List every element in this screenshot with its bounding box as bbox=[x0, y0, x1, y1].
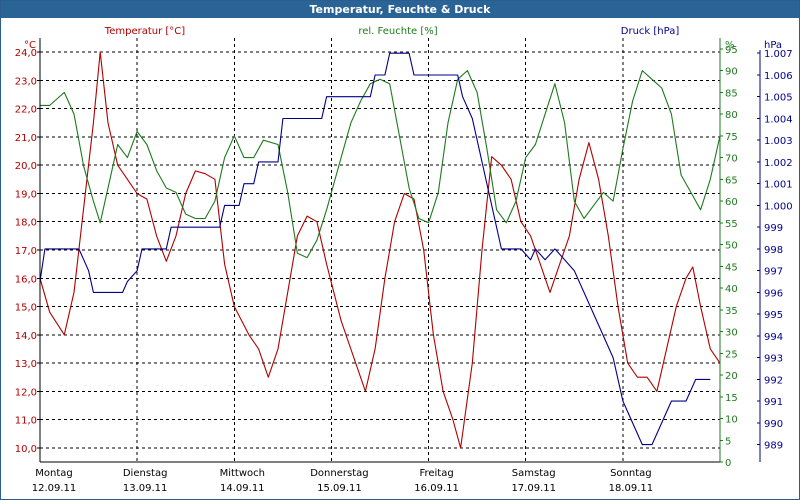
pressure-tick-label: 989 bbox=[764, 441, 783, 452]
pressure-tick-label: 1.004 bbox=[764, 114, 793, 125]
humidity-tick-label: 65 bbox=[725, 175, 738, 186]
humidity-tick-label: 15 bbox=[725, 393, 738, 404]
humidity-tick-label: 10 bbox=[725, 415, 738, 426]
x-day-label: Donnerstag bbox=[310, 468, 368, 479]
humidity-tick-label: 70 bbox=[725, 154, 738, 165]
temp-series-line bbox=[39, 51, 721, 449]
temp-tick-label: 20,0 bbox=[15, 161, 37, 172]
x-day-label: Freitag bbox=[419, 468, 453, 479]
pressure-tick-label: 999 bbox=[764, 223, 783, 234]
humidity-tick-label: 30 bbox=[725, 328, 738, 339]
press-series-line bbox=[39, 52, 711, 446]
grid-lines bbox=[40, 38, 720, 462]
pressure-tick-label: 990 bbox=[764, 419, 783, 430]
pressure-tick-label: 1.003 bbox=[764, 136, 793, 147]
humidity-tick-label: 60 bbox=[725, 197, 738, 208]
temp-tick-label: 17,0 bbox=[15, 246, 37, 257]
pressure-unit-label: hPa bbox=[764, 40, 782, 51]
pressure-tick-label: 1.007 bbox=[764, 49, 793, 60]
temp-tick-label: 23,0 bbox=[15, 76, 37, 87]
temp-tick-label: 21,0 bbox=[15, 133, 37, 144]
humidity-tick-label: 75 bbox=[725, 132, 738, 143]
x-date-label: 13.09.11 bbox=[123, 483, 168, 494]
pressure-tick-label: 994 bbox=[764, 332, 783, 343]
humidity-tick-label: 85 bbox=[725, 88, 738, 99]
pressure-tick-label: 1.000 bbox=[764, 201, 793, 212]
x-date-label: 15.09.11 bbox=[317, 483, 362, 494]
temp-tick-label: 18,0 bbox=[15, 218, 37, 229]
humidity-tick-label: 80 bbox=[725, 110, 738, 121]
x-date-label: 17.09.11 bbox=[511, 483, 556, 494]
temp-tick-label: 10,0 bbox=[15, 444, 37, 455]
labels: 10,0 11,0 12,0 13,0 14,0 15,0 16,0 17,0 18,0 19,0… bbox=[15, 26, 793, 494]
x-day-label: Mittwoch bbox=[220, 468, 265, 479]
pressure-tick-label: 996 bbox=[764, 288, 783, 299]
temp-tick-label: 13,0 bbox=[15, 359, 37, 370]
x-day-label: Montag bbox=[35, 468, 72, 479]
pressure-tick-label: 1.005 bbox=[764, 93, 793, 104]
humidity-series-title: rel. Feuchte [%] bbox=[358, 26, 437, 37]
x-date-label: 14.09.11 bbox=[220, 483, 265, 494]
x-date-label: 16.09.11 bbox=[414, 483, 459, 494]
humidity-tick-label: 55 bbox=[725, 219, 738, 230]
humidity-tick-label: 25 bbox=[725, 349, 738, 360]
x-date-label: 18.09.11 bbox=[609, 483, 654, 494]
hum-series-line bbox=[40, 70, 721, 259]
humidity-tick-label: 5 bbox=[725, 436, 731, 447]
humidity-tick-label: 20 bbox=[725, 371, 738, 382]
pressure-tick-label: 1.001 bbox=[764, 180, 793, 191]
x-day-label: Sonntag bbox=[610, 468, 652, 479]
pressure-series-title: Druck [hPa] bbox=[621, 26, 680, 37]
axes bbox=[37, 38, 761, 463]
x-day-label: Samstag bbox=[512, 468, 556, 479]
temp-tick-label: 15,0 bbox=[15, 303, 37, 314]
humidity-unit-label: % bbox=[725, 40, 735, 51]
x-date-label: 12.09.11 bbox=[32, 483, 77, 494]
temp-tick-label: 14,0 bbox=[15, 331, 37, 342]
pressure-tick-label: 991 bbox=[764, 397, 783, 408]
humidity-tick-label: 0 bbox=[725, 458, 731, 469]
temp-unit-label: °C bbox=[24, 40, 36, 51]
temp-series-title: Temperatur [°C] bbox=[104, 26, 185, 37]
pressure-tick-label: 995 bbox=[764, 310, 783, 321]
pressure-tick-label: 1.006 bbox=[764, 71, 793, 82]
temp-tick-label: 11,0 bbox=[15, 416, 37, 427]
humidity-tick-label: 40 bbox=[725, 284, 738, 295]
temp-tick-label: 16,0 bbox=[15, 274, 37, 285]
humidity-tick-label: 90 bbox=[725, 67, 738, 78]
pressure-tick-label: 993 bbox=[764, 354, 783, 365]
temp-tick-label: 22,0 bbox=[15, 105, 37, 116]
pressure-tick-label: 997 bbox=[764, 267, 783, 278]
humidity-tick-label: 95 bbox=[725, 45, 738, 56]
temp-tick-label: 12,0 bbox=[15, 387, 37, 398]
humidity-tick-label: 35 bbox=[725, 306, 738, 317]
humidity-tick-label: 50 bbox=[725, 241, 738, 252]
pressure-tick-label: 998 bbox=[764, 245, 783, 256]
pressure-tick-label: 1.002 bbox=[764, 158, 793, 169]
pressure-tick-label: 992 bbox=[764, 375, 783, 386]
temp-tick-label: 19,0 bbox=[15, 189, 37, 200]
series-lines bbox=[39, 51, 721, 449]
temp-tick-label: 24,0 bbox=[15, 48, 37, 59]
window-title: Temperatur, Feuchte & Druck bbox=[1, 1, 799, 18]
x-day-label: Dienstag bbox=[123, 468, 168, 479]
humidity-tick-label: 45 bbox=[725, 262, 738, 273]
